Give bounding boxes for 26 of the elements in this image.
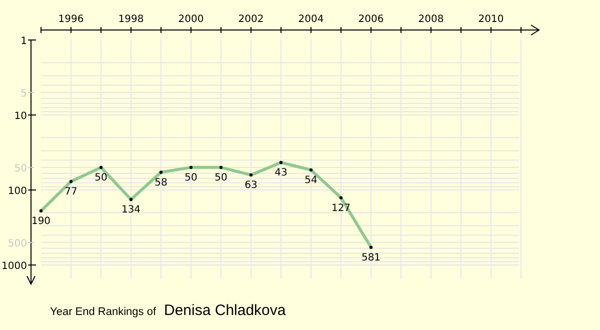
x-tick-label: 1998	[118, 14, 144, 25]
x-tick-label: 2006	[358, 14, 384, 25]
data-label: 54	[304, 174, 318, 186]
text: Year End Rankings of	[50, 306, 157, 318]
data-label: 127	[331, 202, 351, 214]
data-label: 50	[184, 172, 198, 184]
y-tick-label: 100	[8, 186, 27, 197]
data-label: 63	[244, 180, 258, 191]
data-label: 43	[274, 168, 288, 179]
data-label: 50	[214, 172, 228, 184]
data-label: 77	[64, 186, 78, 198]
x-tick-label: 2000	[178, 14, 204, 25]
data-label: 134	[121, 204, 141, 216]
text: Denisa Chladkova	[164, 302, 286, 319]
y-tick-label: 1	[20, 36, 27, 47]
y-tick-label: 10	[14, 111, 27, 122]
x-tick-label: 1996	[58, 14, 84, 25]
y-tick-label: 1000	[2, 261, 27, 272]
x-tick-label: 2008	[418, 14, 444, 25]
x-tick-label: 2010	[478, 14, 504, 25]
data-label: 190	[31, 216, 51, 227]
data-label: 50	[94, 172, 108, 184]
x-tick-label: 2002	[238, 14, 264, 25]
data-label: 581	[361, 252, 381, 264]
x-tick-label: 2004	[298, 14, 324, 25]
data-label: 58	[154, 177, 168, 188]
